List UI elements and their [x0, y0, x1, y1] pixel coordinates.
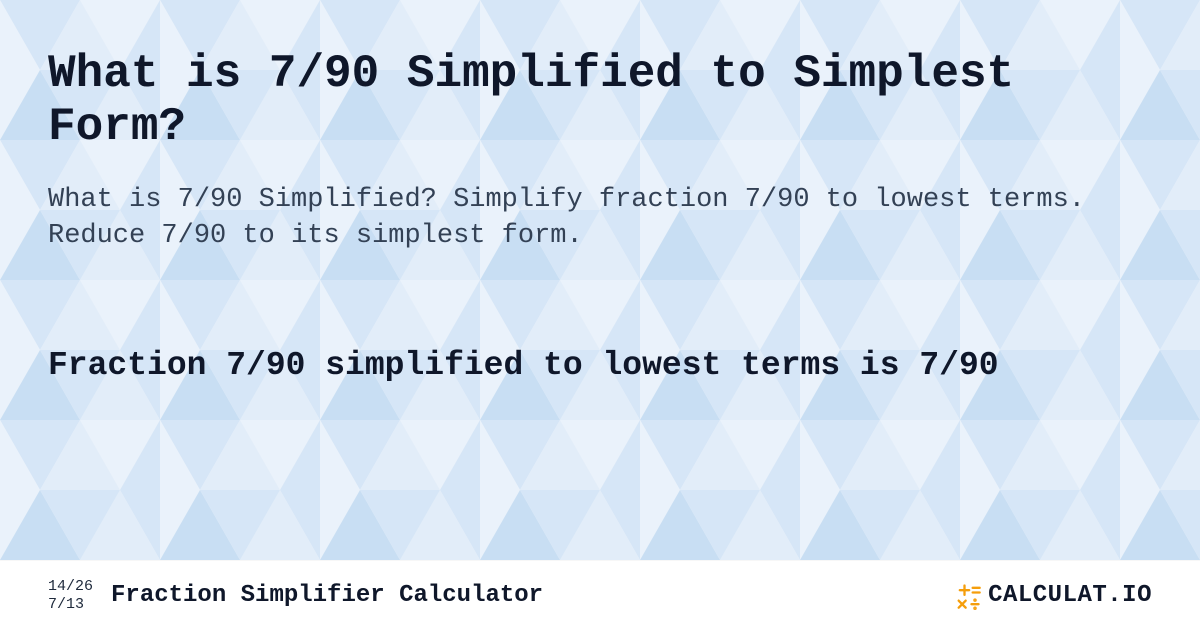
fraction-icon: 14/26 7/13	[48, 578, 93, 613]
footer-bar: 14/26 7/13 Fraction Simplifier Calculato…	[0, 560, 1200, 630]
fraction-icon-bottom: 7/13	[48, 596, 93, 613]
brand-name: CALCULAT.IO	[988, 582, 1152, 609]
calculator-icon	[954, 582, 982, 610]
footer-brand: CALCULAT.IO	[954, 582, 1152, 610]
result-text: Fraction 7/90 simplified to lowest terms…	[48, 345, 1152, 386]
page-description: What is 7/90 Simplified? Simplify fracti…	[48, 182, 1152, 255]
page-title: What is 7/90 Simplified to Simplest Form…	[48, 48, 1152, 154]
fraction-icon-top: 14/26	[48, 578, 93, 595]
main-content: What is 7/90 Simplified to Simplest Form…	[0, 0, 1200, 386]
footer-left: 14/26 7/13 Fraction Simplifier Calculato…	[48, 578, 543, 613]
footer-title: Fraction Simplifier Calculator	[111, 582, 543, 609]
